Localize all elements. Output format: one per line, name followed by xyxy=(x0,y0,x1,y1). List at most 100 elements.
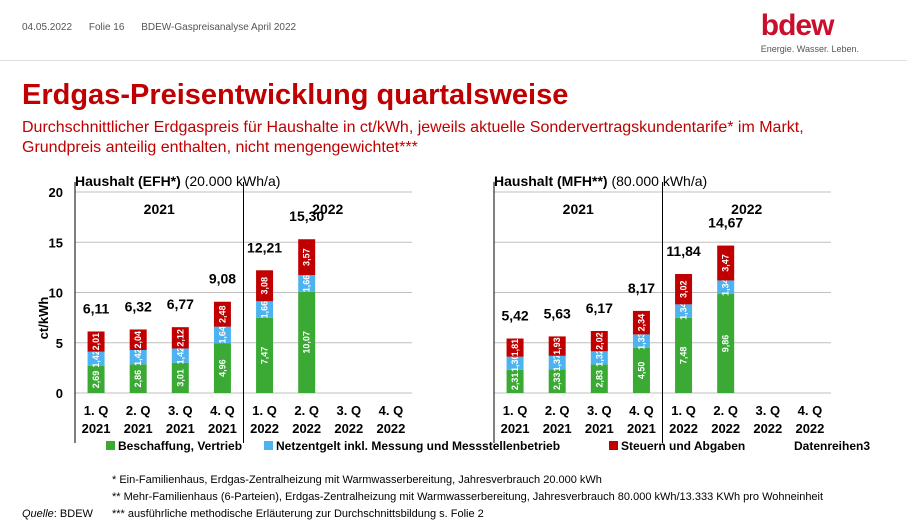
x-tick-year: 2021 xyxy=(166,421,195,436)
bar-segment xyxy=(298,239,316,276)
x-tick-year: 2021 xyxy=(208,421,237,436)
bar-segment xyxy=(506,369,524,393)
total-label: 12,21 xyxy=(247,239,282,255)
y-tick-label: 5 xyxy=(56,336,63,351)
segment-label: 2,31 xyxy=(510,373,520,391)
segment-label: 1,42 xyxy=(175,347,185,365)
bar-segment xyxy=(632,347,650,393)
segment-label: 4,50 xyxy=(636,362,646,380)
x-tick-quarter: 4. Q xyxy=(629,403,654,418)
segment-label: 1,32 xyxy=(594,349,604,367)
x-tick-quarter: 3. Q xyxy=(337,403,362,418)
x-tick-year: 2022 xyxy=(334,421,363,436)
segment-label: 2,86 xyxy=(133,370,143,388)
legend-entry: Netzentgelt inkl. Messung und Messstelle… xyxy=(276,439,560,453)
segment-label: 1,34 xyxy=(721,278,731,296)
panel-title: Haushalt (MFH**) (80.000 kWh/a) xyxy=(494,173,707,189)
x-tick-quarter: 4. Q xyxy=(798,403,823,418)
panel-title: Haushalt (EFH*) (20.000 kWh/a) xyxy=(75,173,280,189)
bar-segment xyxy=(590,330,608,352)
footnote-1: * Ein-Familienhaus, Erdgas-Zentralheizun… xyxy=(112,474,602,486)
segment-label: 3,47 xyxy=(721,254,731,272)
bar-segment xyxy=(506,356,524,370)
logo-word: bdew xyxy=(760,9,835,42)
bar-segment xyxy=(171,327,189,349)
x-tick-year: 2022 xyxy=(711,421,740,436)
segment-label: 2,04 xyxy=(133,331,143,349)
bar-segment xyxy=(213,326,231,344)
x-tick-year: 2021 xyxy=(82,421,111,436)
segment-label: 1,42 xyxy=(91,350,101,368)
segment-label: 1,42 xyxy=(133,348,143,366)
bar-segment xyxy=(256,301,274,318)
segment-label: 2,12 xyxy=(175,329,185,347)
segment-label: 1,37 xyxy=(552,354,562,372)
x-tick-year: 2021 xyxy=(585,421,614,436)
bar-segment xyxy=(213,301,231,327)
x-tick-quarter: 2. Q xyxy=(545,403,570,418)
bar-segment xyxy=(298,291,316,393)
bar-segment xyxy=(298,275,316,292)
total-label: 14,67 xyxy=(708,215,743,231)
segment-label: 2,33 xyxy=(552,373,562,391)
bar-segment xyxy=(590,364,608,393)
x-tick-quarter: 3. Q xyxy=(587,403,612,418)
segment-label: 7,48 xyxy=(679,347,689,365)
header-doc: BDEW-Gaspreisanalyse April 2022 xyxy=(141,22,297,33)
bar-segment xyxy=(171,362,189,393)
bar-segment xyxy=(632,334,650,348)
year-label-2022: 2022 xyxy=(731,201,762,217)
bar-segment xyxy=(256,317,274,393)
bar-segment xyxy=(129,349,147,365)
bdew-logo: bdew Energie. Wasser. Leben. xyxy=(760,9,859,55)
x-tick-quarter: 2. Q xyxy=(713,403,738,418)
x-tick-year: 2021 xyxy=(627,421,656,436)
bar-segment xyxy=(256,270,274,302)
source-value: : BDEW xyxy=(53,508,93,520)
footnote-2: ** Mehr-Familienhaus (6-Parteien), Erdga… xyxy=(112,491,824,503)
logo-tagline: Energie. Wasser. Leben. xyxy=(760,44,859,54)
total-label: 11,84 xyxy=(666,243,700,259)
x-tick-year: 2021 xyxy=(124,421,153,436)
slide-header: 04.05.2022 Folie 16 BDEW-Gaspreisanalyse… xyxy=(22,22,310,33)
legend-swatch xyxy=(609,441,618,450)
segment-label: 2,83 xyxy=(594,370,604,388)
bar-segment xyxy=(590,351,608,365)
x-tick-quarter: 4. Q xyxy=(379,403,404,418)
bar-segment xyxy=(632,310,650,335)
x-tick-year: 2022 xyxy=(753,421,782,436)
bar-segment xyxy=(675,317,693,393)
total-label: 8,17 xyxy=(628,280,655,296)
bar-segment xyxy=(548,355,566,370)
x-tick-quarter: 3. Q xyxy=(756,403,781,418)
x-tick-year: 2022 xyxy=(376,421,405,436)
total-label: 6,11 xyxy=(83,300,110,316)
legend-entry: Beschaffung, Vertrieb xyxy=(118,439,242,453)
bar-segment xyxy=(129,329,147,350)
segment-label: 2,02 xyxy=(594,332,604,350)
bar-segment xyxy=(506,338,524,357)
x-tick-quarter: 1. Q xyxy=(252,403,277,418)
segment-label: 3,02 xyxy=(679,280,689,298)
y-tick-label: 10 xyxy=(49,286,63,301)
segment-label: 9,86 xyxy=(721,335,731,353)
total-label: 5,63 xyxy=(544,305,571,321)
segment-label: 1,66 xyxy=(302,275,312,293)
bar-segment xyxy=(129,364,147,393)
footnote-3: *** ausführliche methodische Erläuterung… xyxy=(112,508,484,520)
x-tick-quarter: 1. Q xyxy=(671,403,696,418)
segment-label: 2,48 xyxy=(217,305,227,323)
bar-segment xyxy=(87,365,105,393)
bar-segment xyxy=(675,274,693,305)
x-tick-year: 2022 xyxy=(669,421,698,436)
bar-segment xyxy=(717,245,735,281)
bar-segment xyxy=(675,304,693,318)
source-note: Quelle: BDEW xyxy=(22,508,93,520)
x-tick-year: 2022 xyxy=(250,421,279,436)
x-tick-quarter: 3. Q xyxy=(168,403,193,418)
bar-segment xyxy=(171,348,189,363)
total-label: 6,32 xyxy=(125,298,152,314)
segment-label: 2,01 xyxy=(91,333,101,351)
segment-label: 1,34 xyxy=(679,302,689,320)
